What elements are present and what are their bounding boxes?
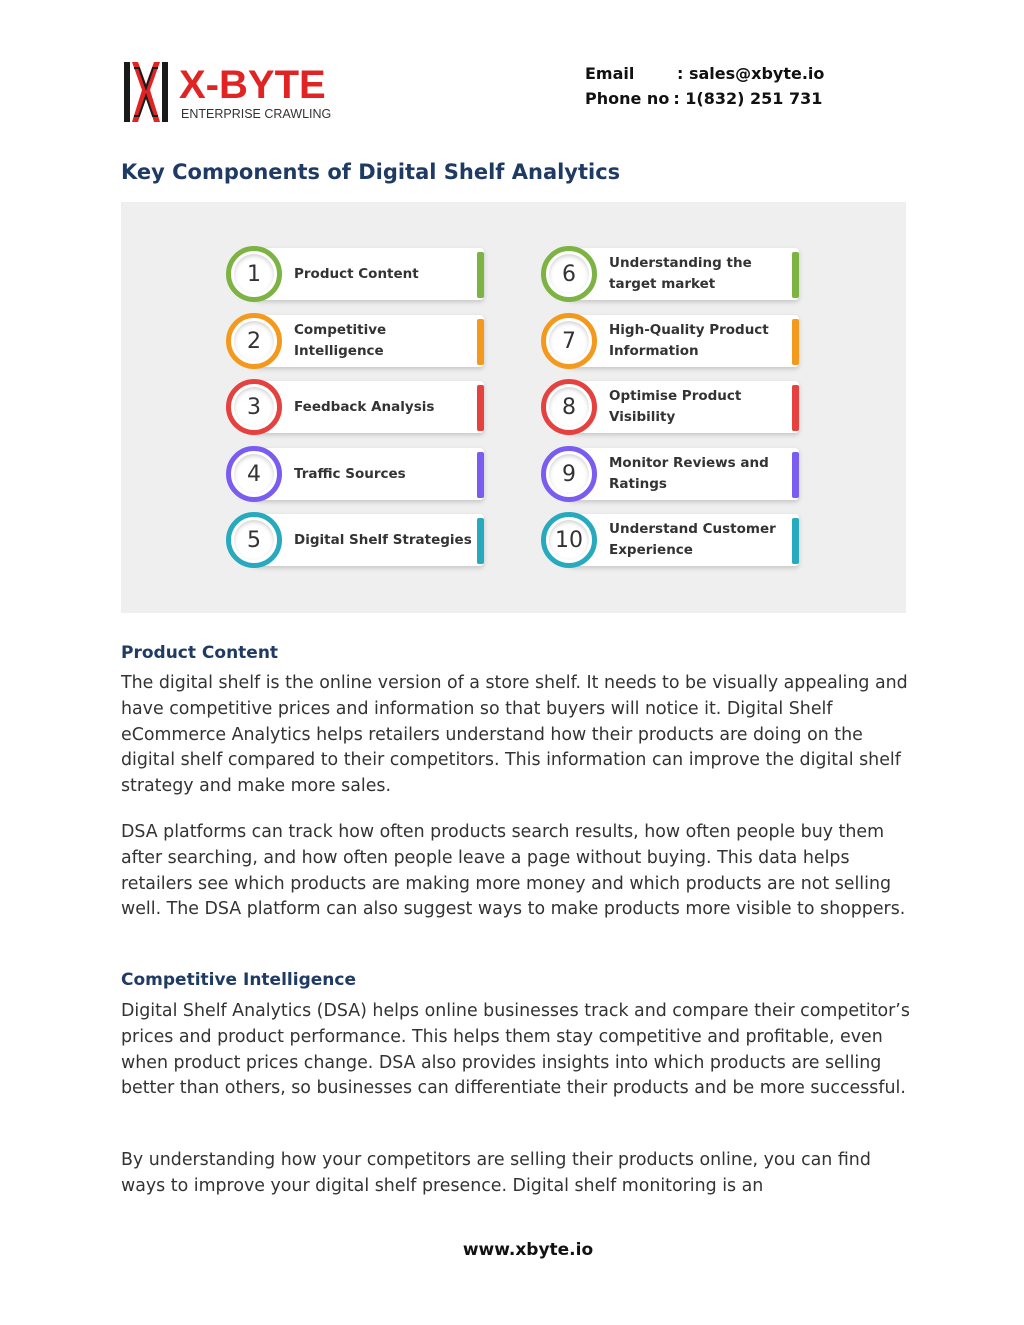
number-circle: 3	[226, 379, 282, 435]
accent-bar	[792, 319, 799, 365]
email-value[interactable]: : sales@xbyte.io	[677, 64, 825, 83]
component-number: 1	[247, 261, 261, 287]
number-circle: 1	[226, 246, 282, 302]
component-number: 8	[562, 394, 576, 420]
phone-value[interactable]: : 1(832) 251 731	[673, 89, 823, 108]
accent-bar	[792, 452, 799, 498]
logo-mark-icon	[124, 62, 168, 122]
logo-sub-text: ENTERPRISE CRAWLING	[181, 107, 331, 121]
component-label: Feedback Analysis	[294, 398, 435, 415]
component-number: 9	[562, 461, 576, 487]
xbyte-logo: X-BYTE ENTERPRISE CRAWLING	[121, 60, 361, 124]
accent-bar	[792, 385, 799, 431]
section-heading-competitive-intelligence: Competitive Intelligence	[121, 970, 356, 990]
component-number: 5	[247, 527, 261, 553]
logo-main-text: X-BYTE	[179, 63, 326, 107]
accent-bar	[792, 252, 799, 298]
phone-label: Phone no	[585, 89, 670, 108]
component-number: 10	[555, 527, 583, 553]
component-card: 5 Digital Shelf Strategies	[226, 512, 484, 570]
component-number: 4	[247, 461, 261, 487]
page-title: Key Components of Digital Shelf Analytic…	[121, 160, 621, 184]
paragraph: DSA platforms can track how often produc…	[121, 822, 906, 920]
accent-bar	[477, 518, 484, 564]
component-label: Monitor Reviews and Ratings	[609, 455, 769, 492]
accent-bar	[477, 319, 484, 365]
number-circle: 8	[541, 379, 597, 435]
paragraph: By understanding how your competitors ar…	[121, 1150, 871, 1196]
email-label: Email	[585, 64, 635, 83]
number-circle: 10	[541, 512, 597, 568]
component-label: Understand Customer Experience	[609, 521, 776, 558]
component-card: 8 Optimise Product Visibility	[541, 379, 799, 437]
section-heading-product-content: Product Content	[121, 643, 279, 663]
component-card: 3 Feedback Analysis	[226, 379, 484, 437]
component-number: 2	[247, 328, 261, 354]
accent-bar	[792, 518, 799, 564]
component-label: Competitive Intelligence	[294, 322, 387, 359]
accent-bar	[477, 452, 484, 498]
component-number: 7	[562, 328, 576, 354]
footer-link[interactable]: www.xbyte.io	[462, 1240, 594, 1260]
accent-bar	[477, 252, 484, 298]
number-circle: 7	[541, 313, 597, 369]
component-card: 6 Understanding the target market	[541, 246, 799, 304]
key-components-infographic: 1 Product Content 2 Competitive Intellig…	[121, 202, 906, 613]
number-circle: 9	[541, 446, 597, 502]
component-label: High-Quality Product Information	[609, 322, 769, 359]
paragraph: The digital shelf is the online version …	[121, 673, 908, 797]
number-circle: 4	[226, 446, 282, 502]
component-card: 2 Competitive Intelligence	[226, 313, 484, 371]
component-label: Traffic Sources	[294, 465, 406, 482]
component-number: 6	[562, 261, 576, 287]
component-label: Optimise Product Visibility	[609, 388, 742, 425]
number-circle: 6	[541, 246, 597, 302]
number-circle: 2	[226, 313, 282, 369]
component-card: 10 Understand Customer Experience	[541, 512, 799, 570]
contact-info: Email : sales@xbyte.io Phone no : 1(832)…	[585, 61, 824, 111]
component-label: Digital Shelf Strategies	[294, 531, 472, 548]
paragraph: Digital Shelf Analytics (DSA) helps onli…	[121, 1001, 910, 1099]
component-card: 9 Monitor Reviews and Ratings	[541, 446, 799, 504]
component-card: 1 Product Content	[226, 246, 484, 304]
accent-bar	[477, 385, 484, 431]
component-number: 3	[247, 394, 261, 420]
component-card: 7 High-Quality Product Information	[541, 313, 799, 371]
footer-url: www.xbyte.io	[0, 1240, 1024, 1260]
component-label: Understanding the target market	[609, 255, 752, 292]
component-label: Product Content	[294, 265, 419, 282]
number-circle: 5	[226, 512, 282, 568]
component-card: 4 Traffic Sources	[226, 446, 484, 504]
